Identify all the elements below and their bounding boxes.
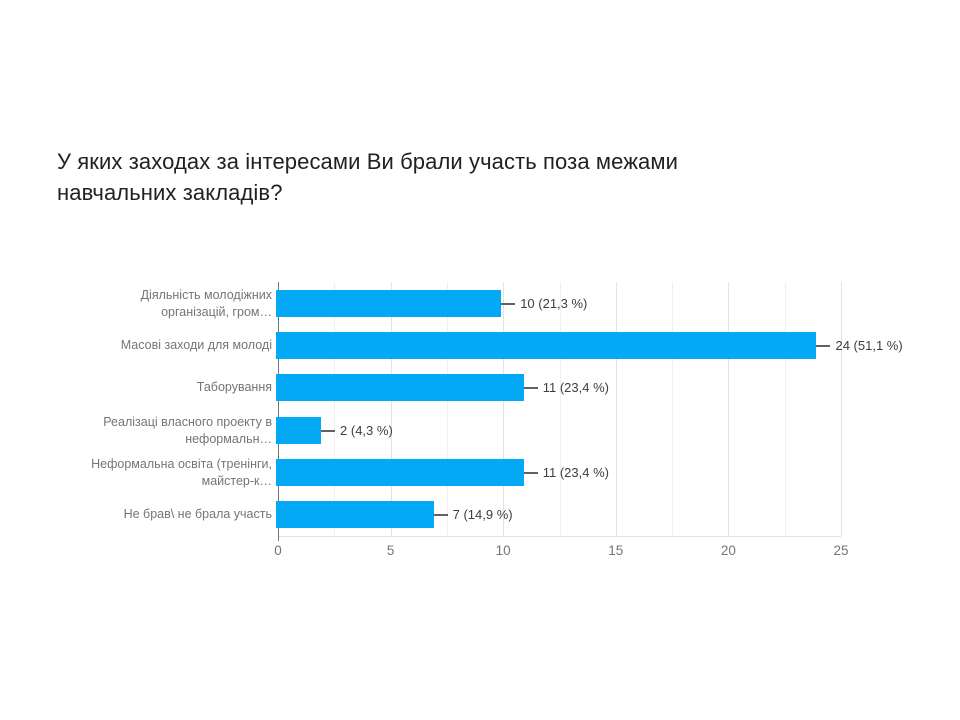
- category-label: Неформальна освіта (тренінги, майстер-к…: [0, 456, 276, 490]
- connector-line: [433, 513, 448, 516]
- bar-row: Не брав\ не брала участь 7 (14,9 %): [0, 501, 960, 528]
- bar-chart: Діяльність молодіжних організацій, гром……: [0, 282, 960, 577]
- title-line-1: У яких заходах за інтересами Ви брали уч…: [57, 149, 678, 174]
- category-label-line: організацій, гром…: [161, 304, 272, 319]
- category-label-line: Реалізаці власного проекту в: [103, 414, 272, 429]
- gridline: [390, 282, 392, 536]
- bar: [276, 417, 322, 444]
- x-tick-label: 15: [608, 543, 624, 558]
- bar-row: Діяльність молодіжних організацій, гром……: [0, 288, 960, 319]
- value-label: 2 (4,3 %): [340, 423, 393, 438]
- x-axis: 0 5 10 15 20 25: [0, 543, 960, 563]
- category-label-line: неформальн…: [185, 431, 272, 446]
- x-tick-label: 5: [386, 543, 395, 558]
- gridline: [559, 282, 561, 536]
- gridline: [728, 282, 730, 536]
- bar-track: 11 (23,4 %): [276, 459, 839, 486]
- value-label: 24 (51,1 %): [835, 338, 903, 353]
- x-tick-label: 25: [833, 543, 849, 558]
- category-label-line: Не брав\ не брала участь: [123, 507, 272, 521]
- bar: [276, 501, 434, 528]
- gridline: [672, 282, 674, 536]
- connector-line: [321, 429, 336, 432]
- zero-tick-mark: [278, 536, 279, 541]
- title-line-2: навчальних закладів?: [57, 180, 283, 205]
- connector-line: [523, 386, 538, 389]
- chart-question-title: У яких заходах за інтересами Ви брали уч…: [57, 146, 837, 208]
- connector-line: [523, 471, 538, 474]
- category-label: Масові заходи для молоді: [0, 337, 276, 354]
- bar-track: 7 (14,9 %): [276, 501, 839, 528]
- category-label: Таборування: [0, 379, 276, 396]
- gridline: [334, 282, 336, 536]
- gridline: [446, 282, 448, 536]
- gridline: [503, 282, 505, 536]
- category-label: Не брав\ не брала участь: [0, 506, 276, 523]
- value-label: 11 (23,4 %): [542, 465, 609, 480]
- bar: [276, 459, 524, 486]
- bar-track: 10 (21,3 %): [276, 290, 839, 317]
- bar-track: 24 (51,1 %): [276, 332, 903, 359]
- bar: [276, 374, 524, 401]
- category-label: Діяльність молодіжних організацій, гром…: [0, 287, 276, 321]
- bar-row: Неформальна освіта (тренінги, майстер-к……: [0, 457, 960, 488]
- x-tick-label: 10: [495, 543, 511, 558]
- category-label-line: Таборування: [196, 380, 272, 394]
- bar-row: Масові заходи для молоді 24 (51,1 %): [0, 332, 960, 359]
- x-tick-label: 0: [274, 543, 282, 558]
- bar-row: Таборування 11 (23,4 %): [0, 374, 960, 401]
- value-label: 7 (14,9 %): [452, 507, 513, 522]
- y-axis-line: [278, 282, 279, 536]
- value-label: 11 (23,4 %): [542, 380, 609, 395]
- category-label-line: Масові заходи для молоді: [120, 338, 272, 352]
- bar: [276, 332, 817, 359]
- bar-track: 2 (4,3 %): [276, 417, 839, 444]
- bar-track: 11 (23,4 %): [276, 374, 839, 401]
- category-label-line: майстер-к…: [201, 473, 272, 488]
- connector-line: [501, 302, 516, 305]
- gridline: [615, 282, 617, 536]
- gridline: [841, 282, 842, 536]
- category-label-line: Неформальна освіта (тренінги,: [91, 456, 272, 471]
- bar-row: Реалізаці власного проекту в неформальн……: [0, 415, 960, 446]
- x-tick-label: 20: [720, 543, 736, 558]
- gridline: [784, 282, 786, 536]
- plot-area: [278, 282, 842, 541]
- value-label: 10 (21,3 %): [520, 296, 588, 311]
- bar: [276, 290, 502, 317]
- category-label-line: Діяльність молодіжних: [140, 287, 272, 302]
- connector-line: [816, 344, 831, 347]
- category-label: Реалізаці власного проекту в неформальн…: [0, 414, 276, 448]
